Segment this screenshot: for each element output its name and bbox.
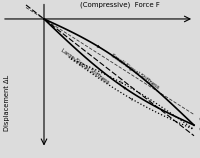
Text: Displacement ΔL: Displacement ΔL	[4, 75, 10, 131]
Text: ②: ②	[198, 125, 200, 134]
Text: Large-Signal Stiffness: Large-Signal Stiffness	[60, 48, 110, 85]
Text: Small-Signal Stiffness: Small-Signal Stiffness	[110, 52, 160, 90]
Text: ①: ①	[198, 115, 200, 124]
Text: (Compressive)  Force F: (Compressive) Force F	[80, 2, 160, 8]
